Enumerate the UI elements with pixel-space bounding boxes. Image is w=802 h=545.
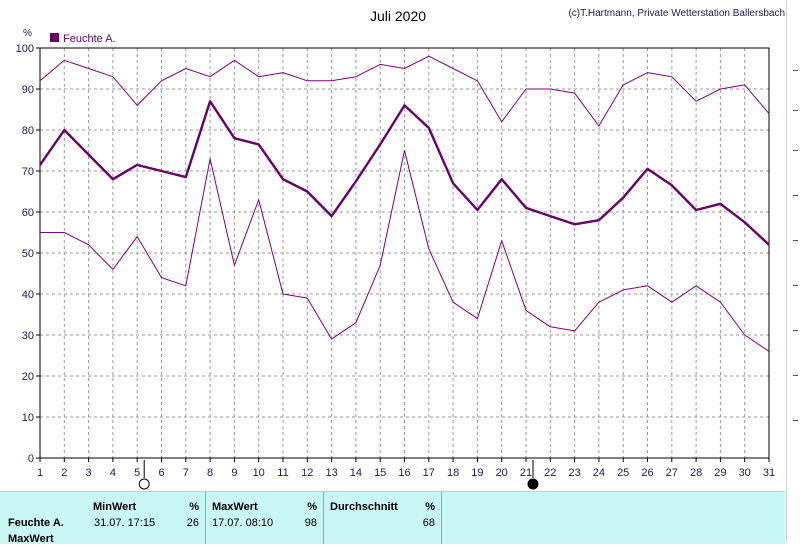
edge-tick: [793, 150, 798, 151]
y-axis-unit-label: %: [23, 28, 32, 39]
edge-tick: [793, 110, 798, 111]
moon-phase-markers: [138, 460, 539, 490]
y-tick-label: 70: [22, 166, 34, 178]
stats-min-unit: %: [189, 501, 199, 513]
series-line-min: [40, 150, 770, 352]
x-tick-label: 30: [739, 467, 751, 479]
stats-min-column: MinWert % 31.07. 17:15 26: [88, 492, 206, 544]
x-tick-label: 13: [325, 467, 337, 479]
y-tick-label: 50: [22, 248, 34, 260]
stats-max-datetime: 17.07. 08:10: [212, 517, 274, 529]
stats-max-column: MaxWert % 17.07. 08:10 98: [206, 492, 324, 544]
x-tick-label: 15: [374, 467, 386, 479]
x-tick-label: 23: [568, 467, 580, 479]
stats-max-value: 98: [304, 517, 317, 529]
copyright-text: (c)T.Hartmann, Private Wetterstation Bal…: [568, 8, 785, 19]
edge-tick: [793, 195, 798, 196]
y-tick-label: 20: [22, 371, 34, 383]
x-tick-label: 31: [763, 467, 775, 479]
x-tick-label: 26: [641, 467, 653, 479]
y-tick-label: 90: [22, 84, 34, 96]
legend-label: Feuchte A.: [63, 33, 116, 45]
plot-frame: [39, 47, 770, 459]
x-tick-label: 16: [398, 467, 410, 479]
x-tick-label: 28: [690, 467, 702, 479]
edge-tick: [793, 375, 798, 376]
x-tick-label: 14: [350, 467, 362, 479]
x-tick-label: 27: [666, 467, 678, 479]
new-moon-icon: [527, 478, 539, 490]
x-tick-label: 12: [301, 467, 313, 479]
x-tick-label: 17: [423, 467, 435, 479]
x-tick-label: 22: [544, 467, 556, 479]
legend-swatch: [50, 33, 59, 42]
y-tick-label: 100: [16, 43, 34, 55]
statistics-panel: Feuchte A. MaxWert MinWert % 31.07. 17:1…: [0, 491, 785, 545]
x-tick-label: 6: [158, 467, 164, 479]
x-tick-label: 7: [183, 467, 189, 479]
x-tick-label: 2: [61, 467, 67, 479]
stats-max-unit: %: [307, 501, 317, 513]
edge-tick: [793, 70, 798, 71]
adjacent-panel-edge: [786, 0, 802, 543]
x-tick-label: 20: [496, 467, 508, 479]
y-tick-label: 40: [22, 289, 34, 301]
stats-min-value: 26: [186, 517, 199, 529]
edge-tick: [793, 240, 798, 241]
x-tick-label: 3: [86, 467, 92, 479]
stats-min-header: MinWert: [93, 501, 137, 513]
x-tick-label: 11: [277, 467, 288, 479]
stats-row-label-sensor: Feuchte A.: [8, 517, 64, 529]
chart-title: Juli 2020: [370, 8, 426, 24]
stats-avg-value: 68: [422, 517, 435, 529]
stats-average-column: Durchschnitt % 68: [324, 492, 442, 544]
stats-min-datetime: 31.07. 17:15: [94, 517, 156, 529]
edge-tick: [793, 420, 798, 421]
stats-row-label-maxwert: MaxWert: [8, 533, 54, 545]
x-tick-label: 10: [253, 467, 265, 479]
x-tick-label: 4: [110, 467, 116, 479]
x-tick-label: 24: [593, 467, 605, 479]
x-tick-label: 8: [207, 467, 213, 479]
axes: [36, 47, 770, 462]
series-line-max: [39, 55, 770, 127]
y-tick-label: 0: [28, 453, 34, 465]
x-tick-label: 9: [231, 467, 237, 479]
edge-tick: [793, 285, 798, 286]
edge-tick: [793, 330, 798, 331]
y-tick-label: 10: [22, 412, 34, 424]
x-tick-label: 25: [617, 467, 629, 479]
grid: [39, 47, 770, 459]
x-tick-label: 5: [134, 467, 140, 479]
humidity-chart: Juli 2020 (c)T.Hartmann, Private Wetters…: [16, 8, 785, 490]
y-tick-label: 30: [22, 330, 34, 342]
x-tick-label: 21: [520, 467, 532, 479]
stats-avg-unit: %: [425, 501, 435, 513]
x-tick-label: 29: [714, 467, 726, 479]
full-moon-icon: [138, 478, 150, 490]
x-tick-label: 18: [447, 467, 459, 479]
series-lines: [39, 55, 770, 352]
series-line-mean: [39, 100, 770, 246]
y-tick-label: 80: [22, 125, 34, 137]
stats-max-header: MaxWert: [212, 501, 258, 513]
y-tick-label: 60: [22, 207, 34, 219]
x-tick-label: 1: [37, 467, 43, 479]
x-tick-label: 19: [471, 467, 483, 479]
stats-avg-header: Durchschnitt: [330, 501, 398, 513]
